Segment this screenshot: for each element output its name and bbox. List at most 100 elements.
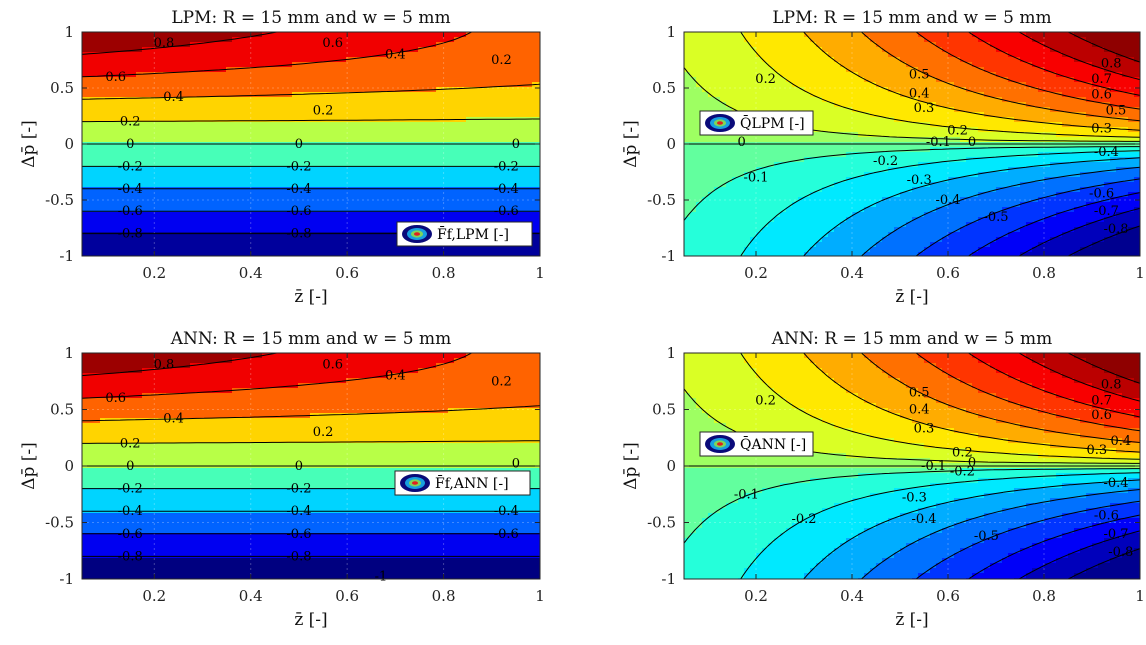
legend-label: Q̄LPM [-] xyxy=(740,114,805,132)
contour-label: 0.2 xyxy=(120,436,141,451)
contour-label: 0.5 xyxy=(1106,103,1127,118)
contour-fill xyxy=(82,353,540,579)
y-tick-label: -0.5 xyxy=(45,191,74,209)
contour-label: -0.6 xyxy=(1094,509,1119,524)
contour-label: 0.3 xyxy=(1086,443,1107,458)
contour-line xyxy=(82,83,540,100)
panel-top-left: 0.8 0.6 0.4 0.2 0.6 0.4 0.2 0.2 0 0 0 -0.2 -0.2 -0.2 -… xyxy=(19,8,545,307)
contour-line xyxy=(968,514,1140,579)
contour-label: 0 xyxy=(295,459,303,474)
contour-label: 0.4 xyxy=(1110,434,1131,449)
contour-line xyxy=(82,118,540,123)
x-tick-label: 0.4 xyxy=(239,587,263,605)
contour-label: -0.6 xyxy=(286,527,311,542)
legend-label: Q̄ANN [-] xyxy=(740,435,806,453)
contour-label: -0.2 xyxy=(286,482,311,497)
contour-label: -0.4 xyxy=(286,182,311,197)
contour-label: -0.1 xyxy=(926,135,951,150)
contour-label: -0.6 xyxy=(118,204,143,219)
x-axis-label: z̄ [-] xyxy=(895,287,928,307)
contour-line xyxy=(915,32,1140,110)
y-tick-label: 0.5 xyxy=(50,79,74,97)
panel-title: LPM: R = 15 mm and w = 5 mm xyxy=(772,8,1051,28)
y-tick-label: 0 xyxy=(666,457,676,475)
contour-line xyxy=(1018,530,1140,579)
contour-line xyxy=(1068,548,1140,579)
y-tick-label: 0.5 xyxy=(50,401,74,419)
contour-label: -0.2 xyxy=(118,482,143,497)
contour-label: -0.8 xyxy=(1108,545,1133,560)
contour-label: 0 xyxy=(968,135,976,150)
x-tick-label: 1 xyxy=(1135,587,1145,605)
x-tick-label: 1 xyxy=(535,587,545,605)
contour-label: 0.7 xyxy=(1091,393,1112,408)
contour-line xyxy=(684,468,1140,544)
contour-label: 0 xyxy=(126,137,134,152)
contour-fill xyxy=(684,32,1140,256)
contour-line xyxy=(82,405,540,422)
contour-label: 0.2 xyxy=(755,393,776,408)
y-tick-label: 1 xyxy=(64,344,74,362)
contour-label: 0.4 xyxy=(163,412,184,427)
contour-label: -0.3 xyxy=(907,173,932,188)
y-tick-label: 0.5 xyxy=(652,401,676,419)
y-tick-label: -1 xyxy=(661,247,676,265)
contour-line xyxy=(915,500,1140,579)
contour-label: 0 xyxy=(126,459,134,474)
contour-line xyxy=(915,178,1140,256)
contour-label: 0.3 xyxy=(1091,121,1112,136)
contour-label: 0.2 xyxy=(313,425,334,440)
contour-label: 0.2 xyxy=(952,445,973,460)
x-tick-label: 0.6 xyxy=(936,587,960,605)
x-tick-label: 0.4 xyxy=(239,264,263,282)
contour-label: 0.5 xyxy=(909,386,930,401)
contour-label: 0.5 xyxy=(909,68,930,83)
contour-label: -0.6 xyxy=(286,204,311,219)
y-tick-label: 1 xyxy=(666,344,676,362)
contour-label: -0.2 xyxy=(494,159,519,174)
contour-label: -0.6 xyxy=(494,204,519,219)
contour-label: -0.4 xyxy=(286,504,311,519)
legend: F̄f,LPM [-] xyxy=(396,221,533,247)
contour-line xyxy=(968,192,1140,256)
contour-label: 0.6 xyxy=(322,36,343,51)
contour-label: 0.2 xyxy=(313,103,334,118)
contour-label: -0.6 xyxy=(118,527,143,542)
contour-label: -0.2 xyxy=(950,465,975,480)
contour-label: 0.6 xyxy=(1091,88,1112,103)
contour-label: -0.8 xyxy=(118,549,143,564)
contour-label: 0.4 xyxy=(163,90,184,105)
contour-line xyxy=(968,32,1140,96)
contour-label: 0.6 xyxy=(1091,408,1112,423)
contour-line xyxy=(82,353,277,377)
panel-top-right: 0.2 0.50.40.30.20.80.70.60.50.3-0.1-0.2-0… xyxy=(621,8,1145,307)
contour-label: -0.6 xyxy=(494,527,519,542)
contour-line xyxy=(803,32,1140,131)
contour-line xyxy=(1018,353,1140,402)
contour-line xyxy=(740,353,1140,460)
contour-label: 0.2 xyxy=(947,124,968,139)
contour-line xyxy=(740,150,1140,256)
contour-line xyxy=(82,32,277,55)
contour-line xyxy=(803,479,1140,579)
contour-label: 0.4 xyxy=(385,369,406,384)
contour-label: -0.5 xyxy=(974,529,999,544)
contour-line xyxy=(861,32,1140,122)
contour-label: 0 xyxy=(512,457,520,472)
y-tick-label: -0.5 xyxy=(45,514,74,532)
x-axis-label: z̄ [-] xyxy=(294,287,327,307)
panel-title: ANN: R = 15 mm and w = 5 mm xyxy=(771,329,1053,349)
contour-label: 0.6 xyxy=(105,70,126,85)
panel-title: ANN: R = 15 mm and w = 5 mm xyxy=(170,329,452,349)
contour-fill xyxy=(684,353,1140,579)
contour-label: 0.8 xyxy=(1101,56,1122,71)
panel-bottom-left: 0.80.60.40.20.60.40.20.2000-0.2-0.2-0.2-… xyxy=(19,329,545,630)
contour-label: -0.1 xyxy=(734,487,759,502)
contour-line xyxy=(1068,225,1140,256)
contour-label: -0.1 xyxy=(921,459,946,474)
y-axis-label: Δp̄ [-] xyxy=(19,442,39,490)
contour-line xyxy=(82,440,540,444)
legend: Q̄ANN [-] xyxy=(699,431,814,457)
x-tick-label: 0.6 xyxy=(335,587,359,605)
